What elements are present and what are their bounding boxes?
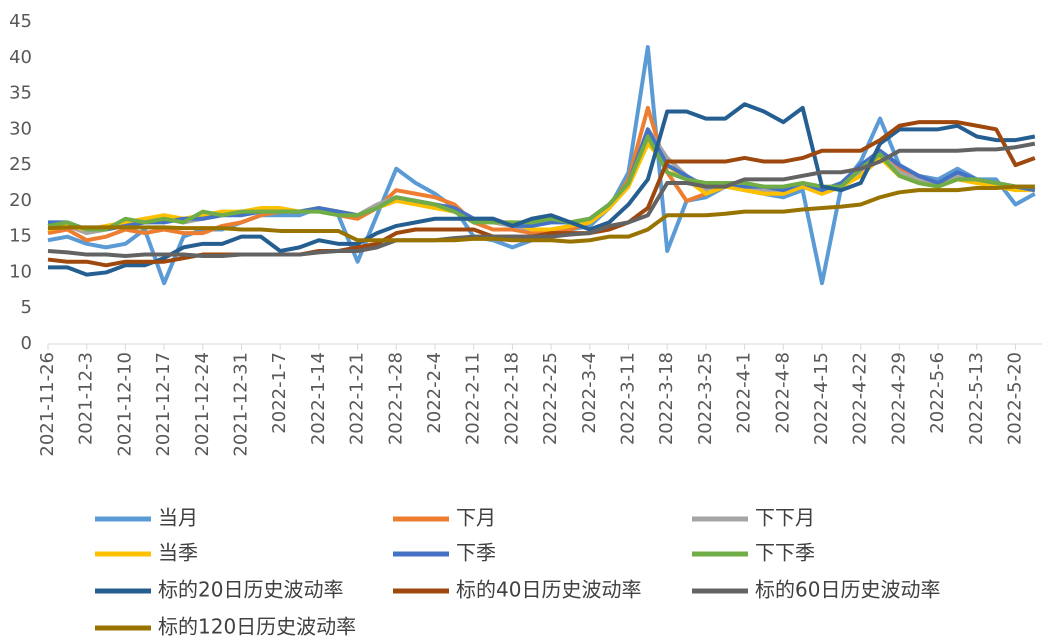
legend-label: 当月 <box>158 506 198 530</box>
x-tick-label: 2022-1-21 <box>347 352 368 445</box>
legend-label: 下下月 <box>755 506 815 530</box>
x-tick-label: 2022-3-18 <box>656 352 677 445</box>
legend-label: 下月 <box>456 506 496 530</box>
x-tick-label: 2022-4-29 <box>888 352 909 445</box>
x-tick-label: 2022-1-7 <box>269 352 290 434</box>
x-tick-label: 2022-5-20 <box>1005 352 1026 445</box>
y-tick-label: 40 <box>9 47 32 68</box>
x-tick-label: 2022-2-11 <box>463 352 484 445</box>
x-tick-label: 2021-11-26 <box>37 352 58 457</box>
x-tick-label: 2022-3-11 <box>618 352 639 445</box>
legend-label: 标的40日历史波动率 <box>456 578 641 602</box>
x-tick-label: 2021-12-17 <box>153 352 174 457</box>
y-tick-label: 0 <box>21 333 32 354</box>
series-line <box>47 184 1035 244</box>
x-tick-label: 2022-3-25 <box>695 352 716 445</box>
series-line <box>48 127 1036 232</box>
y-tick-label: 20 <box>9 190 32 211</box>
x-tick-label: 2022-3-4 <box>579 352 600 434</box>
x-tick-label: 2022-4-15 <box>811 352 832 445</box>
x-tick-label: 2022-2-18 <box>501 352 522 445</box>
x-tick-label: 2021-12-10 <box>114 352 135 457</box>
x-tick-label: 2022-1-28 <box>385 352 406 445</box>
y-tick-label: 30 <box>9 118 32 139</box>
series-line <box>47 141 1036 258</box>
x-tick-label: 2022-5-6 <box>927 352 948 434</box>
x-tick-label: 2022-4-1 <box>734 352 755 434</box>
x-tick-label: 2022-4-8 <box>772 352 793 434</box>
x-tick-label: 2022-4-22 <box>850 352 871 445</box>
legend-label: 标的120日历史波动率 <box>158 615 356 639</box>
x-tick-label: 2022-1-14 <box>308 352 329 445</box>
legend-label: 当季 <box>158 541 198 565</box>
x-tick-label: 2021-12-3 <box>76 352 97 445</box>
x-tick-label: 2022-5-13 <box>966 352 987 445</box>
x-tick-label: 2022-2-4 <box>424 352 445 434</box>
legend-label: 下下季 <box>755 541 815 565</box>
y-tick-label: 45 <box>9 11 32 32</box>
y-tick-label: 35 <box>9 83 32 104</box>
x-tick-label: 2021-12-31 <box>231 352 252 457</box>
y-tick-label: 10 <box>9 261 32 282</box>
y-tick-label: 15 <box>9 226 32 247</box>
x-tick-label: 2021-12-24 <box>192 352 213 457</box>
legend-label: 下季 <box>456 541 496 565</box>
legend-label: 标的60日历史波动率 <box>755 578 940 602</box>
x-tick-label: 2022-2-25 <box>540 352 561 445</box>
y-tick-label: 5 <box>21 297 32 318</box>
legend-label: 标的20日历史波动率 <box>158 578 343 602</box>
y-tick-label: 25 <box>9 154 32 175</box>
